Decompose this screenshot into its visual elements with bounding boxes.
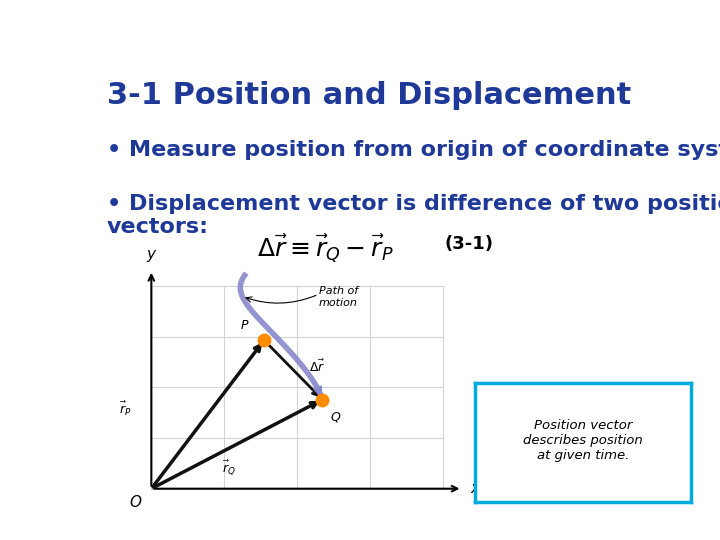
Text: y: y (147, 247, 156, 262)
Text: $\Delta\vec{r}$: $\Delta\vec{r}$ (309, 359, 325, 375)
Text: Q: Q (330, 410, 340, 423)
Text: • Displacement vector is difference of two position
vectors:: • Displacement vector is difference of t… (107, 194, 720, 237)
Text: $\vec{r}_Q$: $\vec{r}_Q$ (222, 457, 236, 477)
Text: (3-1): (3-1) (444, 235, 493, 253)
Text: $\vec{r}_P$: $\vec{r}_P$ (120, 400, 132, 419)
Text: 3-1 Position and Displacement: 3-1 Position and Displacement (107, 82, 631, 111)
Text: Path of
motion: Path of motion (318, 286, 358, 308)
Text: • Measure position from origin of coordinate system: • Measure position from origin of coordi… (107, 140, 720, 160)
Text: O: O (130, 495, 142, 510)
Text: $\Delta\vec{r} \equiv \vec{r}_Q - \vec{r}_P$: $\Delta\vec{r} \equiv \vec{r}_Q - \vec{r… (258, 233, 394, 265)
Text: P: P (241, 319, 248, 332)
Text: x: x (470, 481, 480, 496)
Text: Position vector
describes position
at given time.: Position vector describes position at gi… (523, 419, 643, 462)
